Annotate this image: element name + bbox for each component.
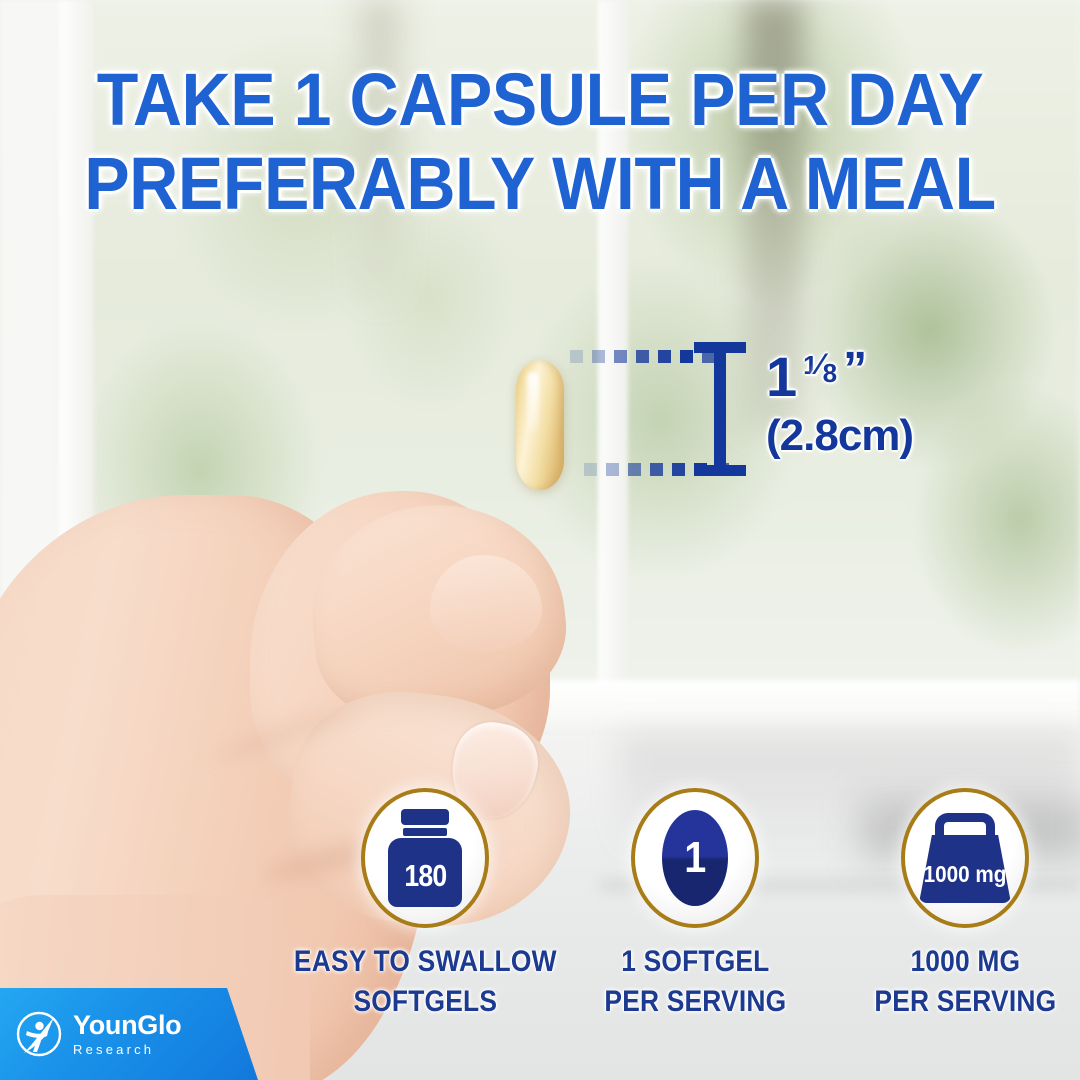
caliper-icon [694,342,746,476]
softgel-icon: 1 [662,810,728,906]
badge-caption-2-line1: 1 SOFTGEL [620,945,770,978]
leader-line-top [570,350,715,363]
logo-text: YounGlo Research [73,1010,182,1057]
badge-circle-1: 180 [361,788,489,928]
inch-mark: ” [843,343,868,396]
capsule-highlight [527,372,539,434]
badge-caption-1-line2: SOFTGELS [353,985,497,1018]
measurement-whole: 1 [766,345,798,408]
page-title: TAKE 1 CAPSULE PER DAY PREFERABLY WITH A… [0,58,1080,226]
weight-icon: 1000 mg [919,813,1011,903]
bottle-neck [403,828,447,836]
tree-trunk-blur-secondary [360,0,400,300]
feature-badge-row: 180 EASY TO SWALLOW SOFTGELS 1 1 SOFTGEL… [294,788,1080,1048]
softgel-capsule [516,360,564,490]
headline-line-2: PREFERABLY WITH A MEAL [43,142,1037,226]
bottle-icon: 180 [388,809,462,907]
badge-caption-3-line2: PER SERVING [874,985,1056,1018]
logo-brand-name: YounGlo [73,1010,182,1040]
badge-caption-1: EASY TO SWALLOW SOFTGELS [294,942,557,1022]
tree-trunk-blur [745,0,803,430]
fraction-slash: ⁄ [817,348,823,381]
badge-caption-3-line1: 1000 MG [910,945,1020,978]
badge-dosage[interactable]: 1000 mg 1000 MG PER SERVING [850,788,1080,1022]
badge-easy-to-swallow[interactable]: 180 EASY TO SWALLOW SOFTGELS [294,788,556,1022]
hand-holding-capsule [0,255,600,1080]
headline-line-1: TAKE 1 CAPSULE PER DAY [43,58,1037,142]
badge-caption-2-line2: PER SERVING [604,985,786,1018]
measurement-label: 1 1⁄8 ” (2.8cm) [766,343,986,462]
bottle-count-label: 180 [404,857,447,893]
measurement-metric: (2.8cm) [766,411,914,460]
weight-block: 1000 mg [919,835,1011,903]
measurement-fraction: 1⁄8 [803,348,837,389]
weight-dose-label: 1000 mg [923,860,1007,887]
badge-one-softgel[interactable]: 1 1 SOFTGEL PER SERVING [580,788,810,1022]
fraction-denominator: 8 [822,358,838,388]
badge-circle-2: 1 [631,788,759,928]
badge-circle-3: 1000 mg [901,788,1029,928]
badge-caption-3: 1000 MG PER SERVING [874,942,1056,1022]
bottle-cap [401,809,449,825]
index-fingertip [430,555,542,651]
counter-edge-line [600,880,1080,890]
bottle-body: 180 [388,838,462,907]
badge-caption-1-line1: EASY TO SWALLOW [293,945,557,978]
brand-logo[interactable]: YounGlo Research [0,988,258,1080]
weight-handle [935,813,995,839]
logo-subtitle: Research [73,1042,155,1057]
fraction-numerator: 1 [803,350,818,380]
badge-caption-2: 1 SOFTGEL PER SERVING [604,942,786,1022]
softgel-count-label: 1 [683,833,707,882]
younglo-figure-icon [14,1009,64,1059]
